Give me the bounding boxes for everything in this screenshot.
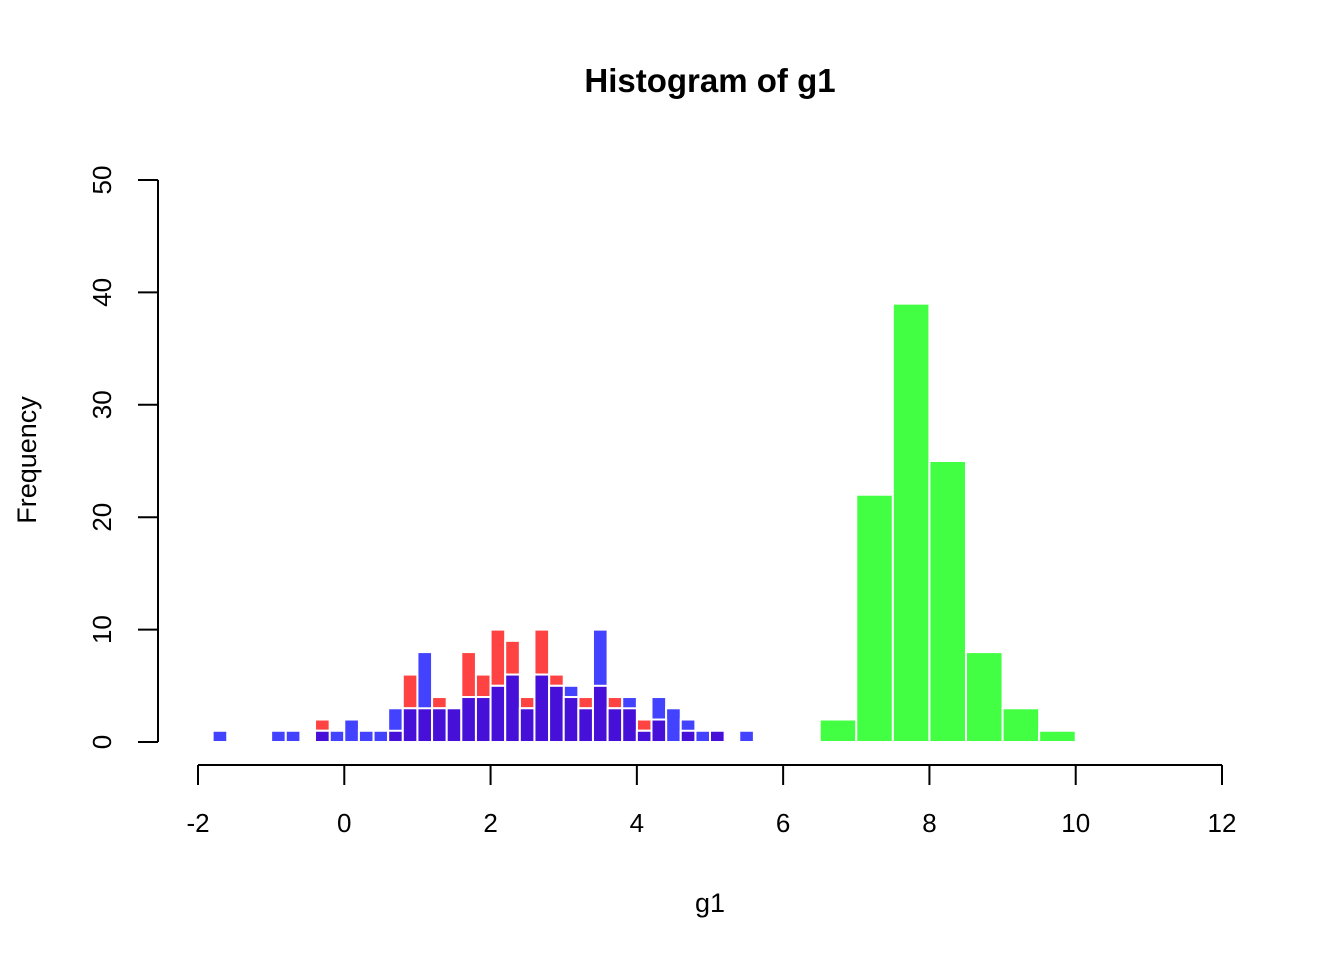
x-tick-label: 10 (1061, 808, 1090, 838)
x-axis-label: g1 (695, 888, 725, 918)
y-tick-label: 0 (87, 735, 117, 749)
bar-green (1001, 707, 1041, 744)
x-tick-label: 0 (337, 808, 351, 838)
bar-overlap (431, 707, 448, 744)
bar-overlap (606, 707, 624, 744)
bar-green (1038, 729, 1077, 744)
bar-blue (665, 707, 682, 744)
bar-overlap (650, 718, 668, 744)
y-tick-label: 20 (87, 503, 117, 532)
bar-overlap (445, 707, 463, 744)
bar-overlap (621, 707, 638, 744)
bar-overlap (518, 707, 536, 744)
bar-green (818, 718, 858, 744)
bar-overlap (577, 707, 594, 744)
x-axis: -2 0 2 4 6 8 10 12 (186, 764, 1237, 838)
x-tick-label: 6 (776, 808, 790, 838)
bar-blue (211, 729, 229, 744)
bar-overlap (533, 673, 551, 743)
bar-overlap (562, 696, 580, 743)
x-tick-label: 8 (922, 808, 936, 838)
bar-blue (284, 729, 302, 744)
bar-green (928, 460, 968, 743)
x-tick-label: 12 (1208, 808, 1237, 838)
bar-overlap (548, 684, 565, 743)
bar-blue (694, 729, 711, 744)
x-tick-label: 4 (630, 808, 644, 838)
bar-overlap (489, 684, 507, 743)
bar-blue (270, 729, 287, 744)
bar-blue (357, 729, 375, 744)
bar-overlap (504, 673, 521, 743)
x-tick-label: 2 (483, 808, 497, 838)
x-tick-label: -2 (186, 808, 209, 838)
bar-overlap (416, 707, 434, 744)
bar-overlap (709, 729, 726, 744)
y-tick-label: 30 (87, 390, 117, 419)
bar-overlap (635, 729, 653, 744)
y-tick-label: 40 (87, 278, 117, 307)
bar-blue (343, 718, 360, 744)
bar-overlap (401, 707, 419, 744)
bar-green (855, 493, 894, 743)
y-tick-label: 10 (87, 615, 117, 644)
bar-overlap (591, 684, 609, 743)
y-axis-label: Frequency (12, 396, 42, 524)
bars-group (211, 302, 1077, 744)
chart-title: Histogram of g1 (584, 62, 835, 99)
bar-overlap (474, 696, 492, 743)
bar-overlap (460, 696, 477, 743)
bar-blue (372, 729, 390, 744)
y-axis: 0 10 20 30 40 50 (87, 166, 159, 749)
bar-overlap (314, 729, 331, 744)
bar-green (891, 302, 931, 743)
bar-blue (328, 729, 346, 744)
bar-overlap (679, 729, 697, 744)
y-tick-label: 50 (87, 166, 117, 195)
bar-blue (738, 729, 755, 744)
bar-overlap (387, 729, 404, 744)
bar-green (965, 651, 1004, 744)
